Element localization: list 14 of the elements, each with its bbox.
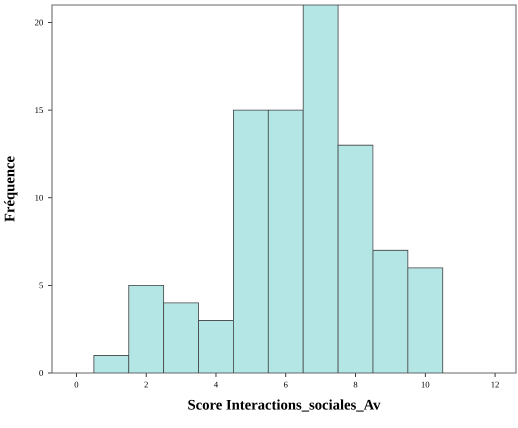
x-tick-label: 4 xyxy=(214,382,218,388)
x-tick-label: 8 xyxy=(354,382,358,388)
y-tick-label: 15 xyxy=(35,107,43,114)
y-tick-label: 0 xyxy=(39,370,43,376)
y-axis-title: Fréquence xyxy=(4,156,18,222)
y-tick-label: 20 xyxy=(35,20,43,26)
x-axis-title: Score Interactions_sociales_Av xyxy=(188,399,380,412)
y-tick-label: 10 xyxy=(35,194,43,201)
x-tick-label: 6 xyxy=(284,382,288,388)
x-tick-label: 2 xyxy=(144,382,148,388)
y-tick-label: 5 xyxy=(39,282,43,288)
x-tick-label: 10 xyxy=(422,382,430,388)
x-tick-label: 0 xyxy=(74,382,78,388)
x-tick-label: 12 xyxy=(491,382,499,388)
